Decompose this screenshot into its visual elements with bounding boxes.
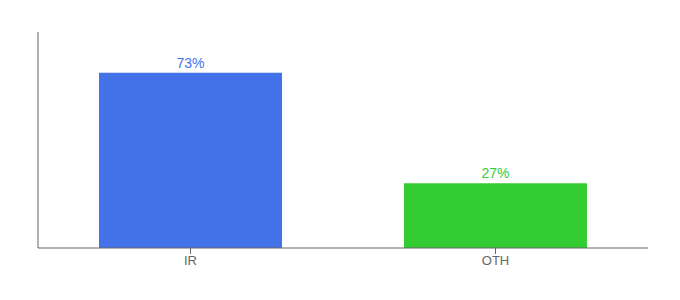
svg-text:73%: 73% [176, 55, 204, 71]
svg-text:IR: IR [184, 253, 197, 268]
svg-text:OTH: OTH [482, 253, 509, 268]
svg-text:27%: 27% [481, 165, 509, 181]
